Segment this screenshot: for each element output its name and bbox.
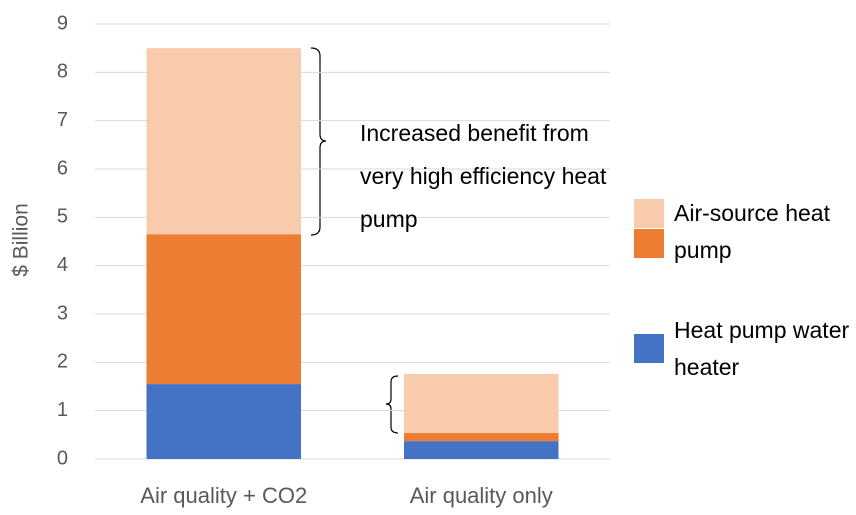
bar-segment [404,441,559,459]
y-tick-label: 0 [57,447,68,469]
legend-swatch [634,229,664,258]
y-tick-label: 7 [57,109,68,131]
x-tick-label: Air quality + CO2 [140,483,307,508]
y-axis-label: $ Billion [10,203,33,277]
brace [310,47,327,236]
bar-segment [146,384,301,459]
y-tick-label: 2 [57,351,68,373]
y-tick-label: 1 [57,399,68,421]
bar-segment [404,373,559,433]
y-tick-label: 5 [57,206,68,228]
y-tick-label: 4 [57,254,68,276]
bar-segment [404,432,559,442]
y-tick-label: 8 [57,61,68,83]
annotation: Increased benefit from very high efficie… [360,120,607,232]
bar-segment [146,48,301,235]
y-tick-label: 3 [57,302,68,324]
legend-label: Air-source heat pump [674,200,830,263]
y-tick-label: 9 [57,12,68,34]
legend-label: Heat pump water heater [674,317,850,380]
legend-swatch [634,334,664,363]
brace [385,375,399,434]
bar-segment [146,234,301,385]
y-tick-label: 6 [57,157,68,179]
x-tick-label: Air quality only [410,483,553,508]
legend-swatch [634,199,664,228]
